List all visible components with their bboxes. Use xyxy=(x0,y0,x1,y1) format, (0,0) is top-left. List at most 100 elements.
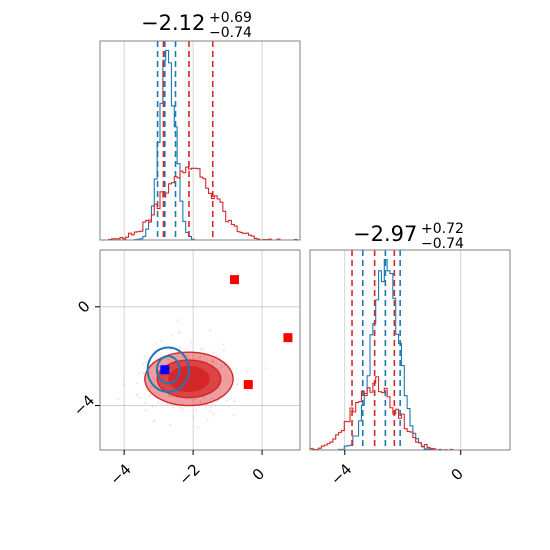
sample-point xyxy=(222,343,225,346)
sample-point xyxy=(123,383,125,386)
sample-point xyxy=(181,403,184,405)
point-marker xyxy=(243,380,253,390)
sample-point xyxy=(169,423,172,426)
sample-point xyxy=(209,329,211,332)
sample-point xyxy=(188,357,190,360)
sample-point xyxy=(211,361,213,364)
blue-contour xyxy=(155,355,181,385)
sample-point xyxy=(170,359,172,361)
sample-point xyxy=(171,395,173,398)
sample-point xyxy=(168,361,171,364)
sample-point xyxy=(206,404,208,406)
histogram-series xyxy=(100,166,300,241)
sample-point xyxy=(136,382,138,385)
sample-point xyxy=(186,354,189,357)
title-x-minus: −0.74 xyxy=(209,25,252,41)
scatter-panel: −4 −2 0 −4 0 xyxy=(70,249,301,489)
sample-point xyxy=(117,398,119,400)
sample-point xyxy=(139,397,142,399)
sample-point xyxy=(212,413,214,415)
sample-point xyxy=(220,366,223,368)
sample-point xyxy=(216,400,219,402)
sample-point xyxy=(206,418,209,421)
sample-point xyxy=(217,368,220,370)
sample-point xyxy=(205,406,208,409)
sample-point xyxy=(151,405,154,408)
sample-point xyxy=(215,355,217,358)
sample-point xyxy=(181,408,184,411)
y-tick-label: 0 xyxy=(74,297,93,316)
x-tick-label: 0 xyxy=(447,465,466,484)
sample-point xyxy=(182,356,184,359)
histogram-series xyxy=(310,258,510,451)
sample-point xyxy=(193,415,195,418)
point-marker xyxy=(160,365,170,375)
sample-point xyxy=(168,396,170,398)
sample-point xyxy=(193,354,195,356)
sample-point xyxy=(180,407,183,409)
sample-point xyxy=(233,400,236,403)
sample-point xyxy=(206,360,208,363)
sample-point xyxy=(153,380,156,383)
sample-point xyxy=(246,389,248,392)
sample-point xyxy=(203,354,206,357)
sample-point xyxy=(195,398,197,400)
sample-point xyxy=(145,360,148,363)
sample-point xyxy=(227,404,230,407)
sample-point xyxy=(185,348,187,351)
sample-point xyxy=(157,402,160,404)
sample-point xyxy=(151,385,153,388)
sample-point xyxy=(153,350,155,352)
sample-point xyxy=(170,357,173,360)
title-y-parameter: −2.97 +0.72 −0.74 xyxy=(353,221,464,252)
sample-point xyxy=(144,409,147,412)
sample-point xyxy=(210,406,212,408)
x-tick-label: 0 xyxy=(249,465,268,484)
sample-point xyxy=(191,398,193,401)
sample-point xyxy=(177,319,180,321)
sample-point xyxy=(144,402,147,405)
sample-point xyxy=(167,358,169,361)
title-x-median: −2.12 xyxy=(141,11,205,35)
sample-point xyxy=(153,391,156,394)
y-tick-label: −4 xyxy=(70,391,98,419)
point-marker xyxy=(229,275,239,285)
title-x-plus: +0.69 xyxy=(209,10,252,26)
sample-point xyxy=(218,387,220,389)
sample-point xyxy=(179,346,182,348)
sample-point xyxy=(211,359,213,361)
point-marker xyxy=(283,333,293,343)
sample-point xyxy=(223,349,225,352)
sample-point xyxy=(179,331,181,334)
sample-point xyxy=(224,364,226,367)
sample-point xyxy=(155,404,157,407)
sample-point xyxy=(166,403,168,406)
sample-point xyxy=(138,372,141,375)
sample-point xyxy=(236,384,239,386)
x-tick-label: −4 xyxy=(327,460,355,488)
sample-point xyxy=(172,406,175,409)
sample-point xyxy=(211,360,213,362)
sample-point xyxy=(155,342,158,344)
sample-point xyxy=(246,371,249,373)
sample-point xyxy=(171,333,173,336)
x-tick-label: −2 xyxy=(175,460,203,488)
sample-point xyxy=(158,366,161,368)
sample-point xyxy=(169,348,172,351)
sample-point xyxy=(226,399,228,402)
panel-frame xyxy=(99,249,301,451)
sample-point xyxy=(142,363,145,365)
sample-point xyxy=(149,371,152,374)
sample-point xyxy=(199,401,202,403)
sample-point xyxy=(161,403,164,405)
sample-point xyxy=(149,394,151,397)
sample-point xyxy=(152,377,155,380)
sample-point xyxy=(135,394,138,397)
sample-point xyxy=(209,410,211,413)
sample-point xyxy=(142,372,145,374)
sample-point xyxy=(157,369,160,372)
sample-point xyxy=(203,396,205,398)
title-y-median: −2.97 xyxy=(353,222,417,246)
sample-point xyxy=(180,354,183,357)
